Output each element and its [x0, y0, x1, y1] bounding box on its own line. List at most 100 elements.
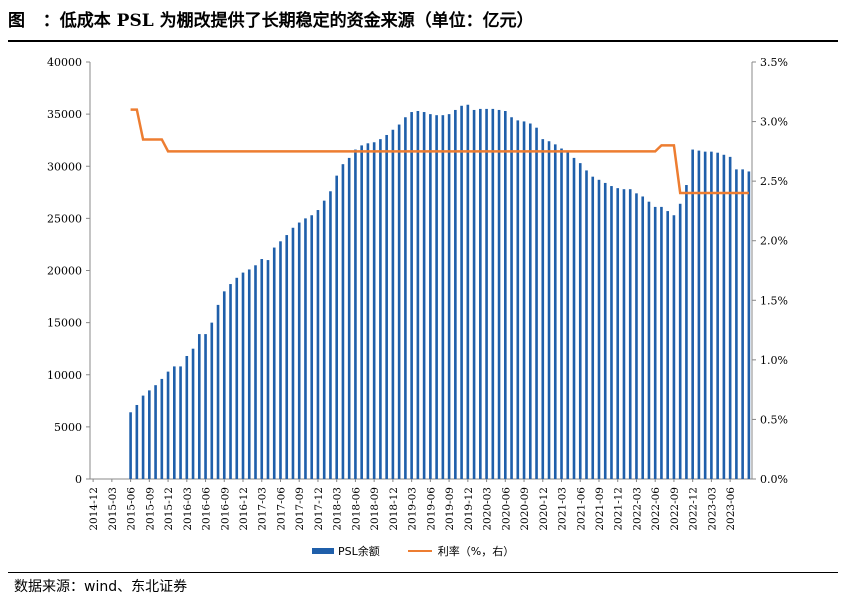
psl-bar — [641, 196, 645, 480]
psl-bar — [585, 170, 588, 480]
x-tick-label: 2018-12 — [388, 487, 400, 531]
psl-bar — [354, 149, 357, 479]
psl-bar — [566, 150, 570, 480]
psl-bar — [635, 193, 638, 479]
psl-bar — [410, 112, 413, 479]
psl-bar — [435, 115, 438, 480]
psl-bar — [697, 150, 701, 480]
legend-item-rate: 利率（%，右） — [407, 543, 515, 559]
psl-bar — [660, 206, 663, 479]
psl-bar — [741, 169, 744, 479]
x-tick-label: 2017-09 — [294, 487, 306, 531]
psl-bar — [316, 210, 320, 479]
x-tick-label: 2014-12 — [88, 487, 100, 531]
psl-bar — [547, 141, 551, 480]
x-tick-label: 2021-09 — [594, 487, 606, 531]
psl-bar — [485, 108, 488, 479]
psl-bar — [216, 304, 220, 479]
psl-bar — [272, 247, 276, 479]
x-tick-label: 2021-03 — [557, 487, 569, 531]
psl-bar — [578, 163, 582, 479]
x-tick-label: 2015-12 — [163, 487, 175, 531]
y2-tick-label: 1.0% — [760, 354, 788, 367]
x-tick-label: 2019-06 — [425, 487, 437, 531]
psl-bar — [222, 291, 226, 479]
psl-bar — [647, 201, 651, 479]
psl-bar — [397, 124, 401, 480]
psl-bar — [191, 348, 195, 479]
psl-bar — [197, 334, 201, 479]
psl-bar — [160, 378, 164, 479]
psl-bar — [141, 395, 145, 479]
psl-bar — [322, 200, 326, 479]
y-tick-label: 15000 — [47, 317, 82, 330]
psl-bar — [247, 269, 251, 479]
y2-tick-label: 3.5% — [760, 56, 788, 69]
y2-tick-label: 0.5% — [760, 413, 788, 426]
figure-title: 图 ：低成本 PSL 为棚改提供了长期稳定的资金来源（单位：亿元） — [8, 6, 838, 36]
psl-bar — [291, 227, 295, 479]
x-tick-label: 2016-09 — [219, 487, 231, 531]
psl-bar — [504, 111, 507, 479]
psl-bar — [722, 154, 726, 479]
y-tick-label: 5000 — [54, 421, 82, 434]
legend-label-rate: 利率（%，右） — [437, 545, 515, 558]
psl-bar — [728, 156, 732, 479]
psl-bar — [747, 171, 751, 479]
psl-bar — [716, 152, 719, 479]
rate-line — [130, 108, 749, 195]
x-tick-label: 2015-03 — [107, 487, 119, 531]
psl-bar — [466, 104, 470, 480]
y-tick-label: 30000 — [47, 160, 82, 173]
psl-bar — [691, 149, 694, 479]
psl-bar — [560, 148, 563, 479]
x-tick-label: 2023-03 — [706, 487, 718, 531]
psl-bar — [653, 206, 657, 479]
y2-tick-label: 0.0% — [760, 473, 788, 486]
y-tick-label: 35000 — [47, 108, 82, 121]
psl-bar — [210, 322, 214, 480]
psl-bar — [385, 134, 388, 480]
psl-bar — [372, 142, 376, 479]
psl-bar — [135, 404, 139, 479]
x-tick-label: 2018-09 — [369, 487, 381, 531]
psl-bar — [241, 272, 245, 479]
psl-bar — [479, 108, 482, 479]
x-tick-label: 2022-03 — [631, 487, 643, 531]
psl-bar — [335, 175, 338, 479]
psl-bar — [666, 211, 669, 479]
psl-bar — [229, 284, 232, 479]
footer-divider — [8, 572, 838, 573]
psl-bar — [254, 265, 257, 479]
chart-legend: PSL余额 利率（%，右） — [312, 542, 542, 560]
x-tick-label: 2018-06 — [350, 487, 362, 531]
psl-bar — [204, 334, 207, 479]
psl-bar — [710, 151, 713, 479]
psl-bar — [591, 176, 595, 479]
x-tick-label: 2019-09 — [444, 487, 456, 531]
psl-bar — [616, 188, 620, 479]
psl-bar — [685, 185, 688, 479]
psl-bar — [285, 235, 289, 479]
psl-bar — [166, 371, 170, 479]
psl-bar — [522, 121, 526, 480]
psl-bar — [347, 157, 351, 479]
x-tick-label: 2015-09 — [144, 487, 156, 531]
psl-bar — [472, 109, 476, 479]
psl-bar — [310, 215, 314, 479]
x-tick-label: 2017-12 — [313, 487, 325, 531]
psl-bar — [672, 215, 676, 479]
psl-bar — [154, 385, 157, 479]
psl-bar — [341, 164, 345, 480]
y-tick-label: 0 — [75, 473, 82, 486]
psl-bar — [329, 191, 332, 479]
psl-bar — [497, 109, 501, 479]
x-tick-label: 2020-09 — [519, 487, 531, 531]
y2-tick-label: 1.5% — [760, 294, 788, 307]
psl-bar — [304, 218, 307, 480]
psl-bar — [260, 259, 264, 479]
legend-swatch-bar — [312, 548, 334, 554]
psl-bar — [553, 144, 557, 480]
psl-bar — [516, 120, 520, 479]
